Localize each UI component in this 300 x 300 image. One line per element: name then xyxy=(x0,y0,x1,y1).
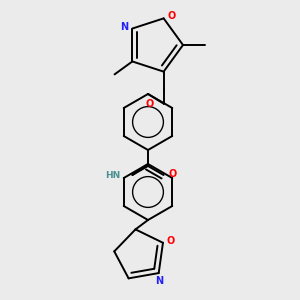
Text: HN: HN xyxy=(105,170,120,179)
Text: O: O xyxy=(169,169,177,179)
Text: O: O xyxy=(167,236,175,246)
Text: N: N xyxy=(154,276,163,286)
Text: N: N xyxy=(120,22,128,32)
Text: O: O xyxy=(146,99,154,109)
Text: O: O xyxy=(167,11,176,21)
